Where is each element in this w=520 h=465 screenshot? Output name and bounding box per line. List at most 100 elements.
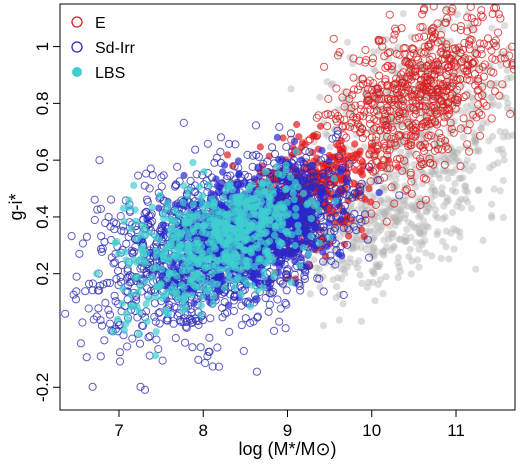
data-point bbox=[142, 249, 150, 257]
data-point bbox=[419, 174, 428, 183]
data-point bbox=[342, 88, 351, 97]
data-point bbox=[90, 195, 99, 204]
data-point bbox=[304, 250, 313, 258]
data-point bbox=[123, 342, 132, 351]
data-point bbox=[316, 93, 324, 101]
data-point bbox=[394, 259, 402, 267]
data-point bbox=[418, 10, 427, 19]
data-point bbox=[274, 170, 282, 178]
data-point bbox=[456, 162, 465, 171]
data-point bbox=[254, 193, 263, 201]
data-point bbox=[341, 269, 349, 277]
data-point bbox=[491, 42, 500, 51]
data-point bbox=[358, 125, 367, 134]
data-point bbox=[370, 233, 378, 241]
data-point bbox=[453, 10, 462, 18]
data-point bbox=[428, 34, 437, 43]
data-point bbox=[408, 201, 416, 209]
data-point bbox=[154, 345, 163, 354]
data-point bbox=[378, 207, 386, 215]
data-point bbox=[469, 162, 477, 170]
data-point bbox=[373, 116, 382, 126]
data-point bbox=[407, 33, 415, 41]
data-point bbox=[450, 158, 458, 166]
data-point bbox=[370, 243, 378, 251]
data-point bbox=[445, 53, 454, 63]
data-point bbox=[470, 57, 479, 67]
data-point bbox=[424, 203, 432, 211]
data-point bbox=[430, 146, 439, 155]
data-point bbox=[347, 244, 355, 252]
data-point bbox=[395, 194, 403, 202]
data-point bbox=[223, 151, 232, 159]
data-point bbox=[381, 63, 390, 73]
data-point bbox=[463, 102, 471, 110]
data-point bbox=[397, 148, 405, 156]
data-point bbox=[500, 54, 509, 63]
data-point bbox=[462, 160, 470, 168]
data-point bbox=[442, 243, 450, 251]
data-point bbox=[472, 147, 480, 155]
data-point bbox=[115, 348, 125, 357]
data-point bbox=[237, 321, 246, 330]
data-point bbox=[132, 217, 140, 225]
data-point bbox=[72, 272, 81, 281]
data-point bbox=[455, 198, 463, 206]
data-point bbox=[429, 168, 437, 176]
data-point bbox=[396, 139, 404, 148]
data-point bbox=[290, 137, 299, 145]
data-point bbox=[456, 124, 465, 133]
data-point bbox=[422, 207, 430, 215]
data-point bbox=[480, 60, 490, 69]
data-point bbox=[167, 225, 175, 233]
data-point bbox=[181, 338, 190, 347]
data-point bbox=[474, 145, 482, 153]
data-point bbox=[100, 336, 109, 345]
data-point bbox=[447, 55, 456, 64]
data-point bbox=[436, 74, 446, 83]
data-point bbox=[381, 210, 389, 218]
data-point bbox=[344, 38, 352, 46]
data-point bbox=[171, 207, 179, 215]
data-point bbox=[253, 287, 261, 295]
data-point bbox=[375, 47, 383, 55]
data-point bbox=[449, 128, 458, 137]
data-point bbox=[375, 208, 383, 217]
data-point bbox=[351, 140, 359, 148]
data-point bbox=[310, 256, 318, 264]
data-point bbox=[395, 50, 404, 59]
data-point bbox=[465, 37, 474, 46]
data-point bbox=[488, 212, 496, 220]
data-point bbox=[399, 68, 408, 77]
data-point bbox=[407, 233, 415, 242]
data-point bbox=[159, 294, 167, 302]
data-point bbox=[471, 81, 480, 90]
data-point bbox=[485, 137, 493, 145]
data-point bbox=[395, 154, 404, 163]
data-point bbox=[312, 264, 320, 272]
data-point bbox=[415, 263, 423, 271]
data-point bbox=[82, 232, 92, 241]
data-point bbox=[213, 182, 221, 190]
data-point bbox=[381, 75, 390, 84]
data-point bbox=[370, 48, 378, 56]
data-point bbox=[494, 159, 502, 167]
data-point bbox=[400, 201, 408, 209]
data-point bbox=[422, 102, 431, 111]
data-point bbox=[440, 155, 448, 163]
data-point bbox=[378, 42, 387, 51]
data-point bbox=[234, 241, 242, 249]
data-point bbox=[382, 208, 390, 216]
data-point bbox=[78, 239, 88, 248]
data-point bbox=[477, 50, 486, 59]
data-point bbox=[436, 174, 444, 182]
data-point bbox=[463, 27, 472, 36]
data-point bbox=[419, 119, 428, 128]
data-point bbox=[452, 227, 461, 235]
data-point bbox=[381, 183, 389, 192]
data-point bbox=[394, 141, 402, 149]
data-point bbox=[428, 52, 437, 61]
data-point bbox=[273, 133, 281, 141]
data-point bbox=[501, 128, 510, 136]
data-point bbox=[248, 235, 257, 243]
